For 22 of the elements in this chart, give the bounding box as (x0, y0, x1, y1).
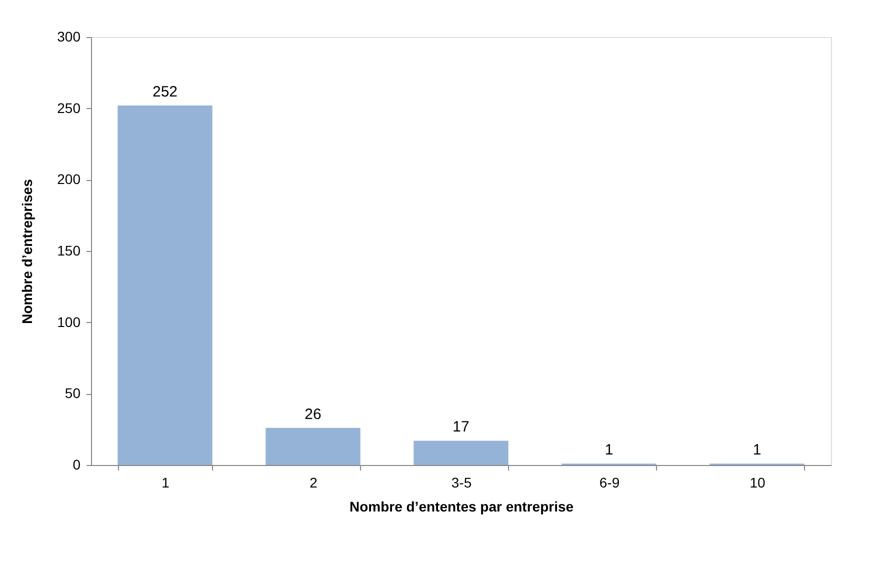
y-tick-label: 50 (64, 385, 81, 402)
y-tick-label: 300 (57, 28, 81, 44)
x-tick-label: 2 (310, 474, 318, 490)
x-tick-label: 1 (162, 474, 170, 490)
bar (118, 105, 212, 465)
data-label: 252 (152, 83, 178, 100)
y-tick-label: 150 (57, 242, 81, 258)
x-tick-label: 6-9 (599, 474, 620, 490)
y-tick-label: 100 (57, 314, 81, 330)
data-label: 1 (604, 442, 614, 459)
y-tick-label: 250 (57, 100, 81, 116)
data-label: 17 (452, 418, 470, 436)
data-label: 1 (752, 442, 762, 459)
x-tick-label: 3-5 (451, 474, 472, 490)
y-tick-label: 0 (72, 456, 81, 472)
data-label: 26 (304, 406, 322, 423)
y-axis-title: Nombre d’entreprises (19, 178, 36, 324)
x-tick-label: 10 (750, 474, 766, 490)
bar (414, 440, 508, 465)
y-tick-label: 200 (57, 171, 81, 188)
x-axis-title: Nombre d’ententes par entreprise (349, 498, 574, 514)
bar (266, 428, 360, 465)
